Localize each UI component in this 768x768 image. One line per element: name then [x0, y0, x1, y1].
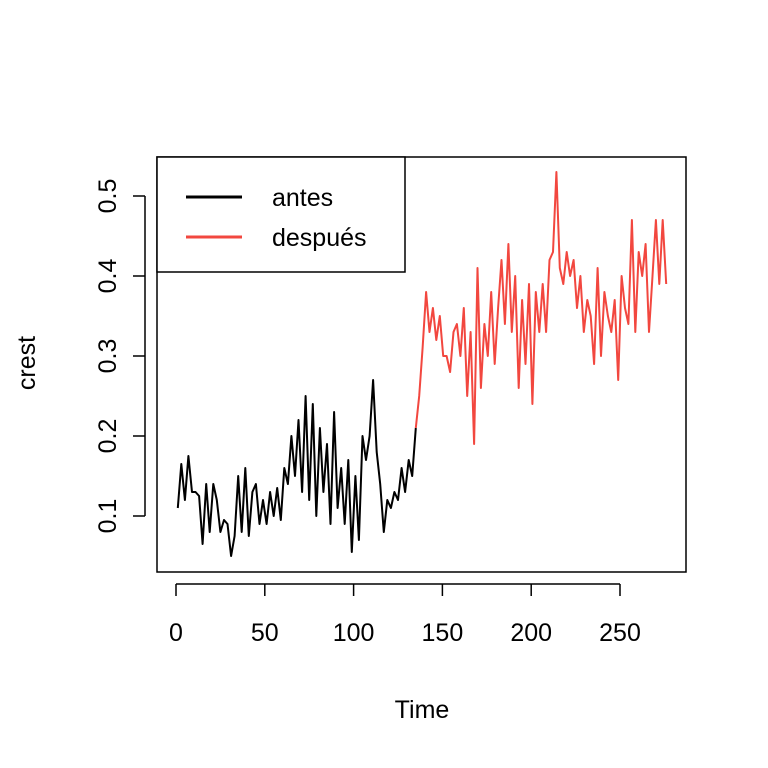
legend: antes después — [156, 156, 406, 273]
x-tick-label: 200 — [510, 619, 552, 647]
y-tick-label: 0.1 — [94, 499, 122, 534]
legend-box — [156, 156, 406, 273]
series-line-antes — [176, 379, 417, 557]
x-ticks: 0 50 100 150 200 250 — [169, 584, 641, 647]
y-tick-label: 0.2 — [94, 419, 122, 454]
y-tick-label: 0.3 — [94, 339, 122, 374]
x-tick-label: 100 — [333, 619, 375, 647]
y-ticks: 0.1 0.2 0.3 0.4 0.5 — [94, 179, 145, 534]
x-axis-label: Time — [395, 696, 450, 724]
x-tick-label: 50 — [251, 619, 279, 647]
legend-label-antes: antes — [272, 184, 333, 212]
x-tick-label: 150 — [422, 619, 464, 647]
x-tick-label: 250 — [599, 619, 641, 647]
x-tick-label: 0 — [169, 619, 183, 647]
series-layer — [176, 171, 668, 557]
series-line-despues — [414, 171, 668, 445]
y-tick-label: 0.4 — [94, 259, 122, 294]
y-axis-label: crest — [13, 336, 41, 390]
plot-frame — [156, 156, 687, 573]
y-tick-label: 0.5 — [94, 179, 122, 214]
legend-label-despues: después — [272, 224, 367, 252]
